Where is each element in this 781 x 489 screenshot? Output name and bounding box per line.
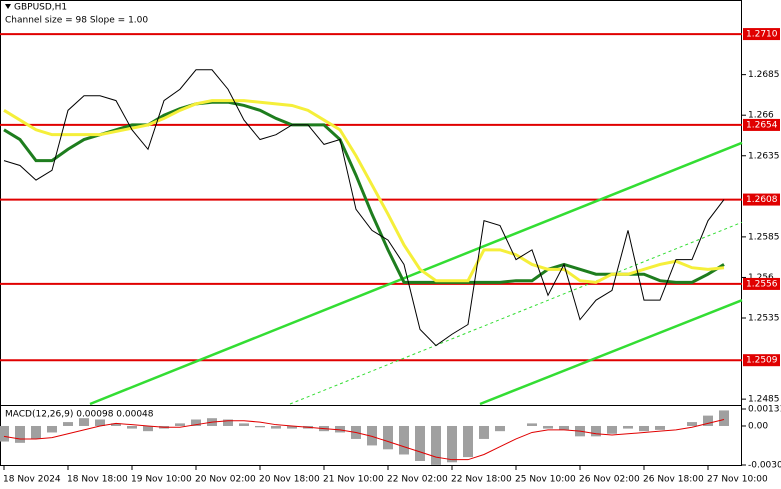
macd-bar (15, 425, 25, 443)
macd-bar (431, 425, 441, 465)
macd-bar (47, 425, 57, 433)
level-label-box (743, 28, 780, 41)
x-tick-label: 26 Nov 18:00 (643, 475, 704, 485)
x-tick-label: 22 Nov 18:00 (451, 475, 512, 485)
x-tick-label: 25 Nov 10:00 (515, 475, 576, 485)
macd-bar (479, 425, 489, 439)
macd-bar (287, 425, 297, 429)
trend-line (89, 141, 743, 406)
level-label-box (743, 118, 780, 131)
macd-signal (3, 419, 725, 461)
trend-line (289, 221, 743, 405)
macd-bar (175, 423, 185, 426)
x-tick-label: 21 Nov 10:00 (323, 475, 384, 485)
macd-bar (335, 425, 345, 433)
macd-bar (127, 425, 137, 429)
chart-title: GBPUSD,H1 (14, 3, 67, 13)
macd-bar (463, 425, 473, 458)
plot-frame (0, 0, 742, 466)
symbol-icon (5, 4, 11, 9)
x-tick-label: 20 Nov 18:00 (259, 475, 320, 485)
macd-bar (495, 425, 505, 432)
level-label-box (743, 193, 780, 206)
macd-bar (367, 425, 377, 446)
x-tick-label: 19 Nov 10:00 (131, 475, 192, 485)
level-label-box (743, 354, 780, 367)
moving-average (3, 99, 725, 284)
macd-bar (271, 425, 281, 429)
x-tick-label: 26 Nov 02:00 (579, 475, 640, 485)
macd-bar (543, 425, 553, 429)
chart-subtitle: Channel size = 98 Slope = 1.00 (5, 16, 148, 26)
x-tick-label: 18 Nov 2024 (3, 475, 61, 485)
macd-bar (111, 423, 121, 426)
macd-bar (415, 425, 425, 461)
macd-bar (447, 425, 457, 463)
macd-bar (719, 410, 729, 426)
macd-bar (703, 415, 713, 426)
macd-bar (31, 425, 41, 439)
macd-bar (63, 422, 73, 426)
trend-line (479, 298, 743, 406)
macd-bar (559, 425, 569, 430)
level-label: 1.2654 (746, 120, 778, 130)
macd-bar (223, 419, 233, 426)
y-tick-label: 1.2485 (748, 395, 780, 405)
macd-bar (95, 419, 105, 426)
macd-bar (399, 425, 409, 455)
x-tick-label: 22 Nov 02:00 (387, 475, 448, 485)
macd-bar (655, 425, 665, 430)
x-tick-label: 27 Nov 10:00 (707, 475, 768, 485)
macd-bar (623, 425, 633, 429)
y-tick-label: 0.00131 (748, 405, 781, 415)
level-label: 1.2608 (746, 195, 778, 205)
level-label: 1.2509 (746, 356, 778, 366)
macd-bar (687, 422, 697, 426)
macd-bar (239, 423, 249, 426)
macd-bar (255, 425, 265, 428)
y-tick-label: 1.2685 (748, 70, 780, 80)
x-tick-label: 18 Nov 18:00 (67, 475, 128, 485)
macd-bar (607, 425, 617, 434)
macd-bar (0, 425, 9, 442)
y-tick-label: 1.2585 (748, 232, 780, 242)
level-label: 1.2556 (746, 279, 778, 289)
y-tick-label: 1.266 (748, 111, 774, 121)
y-tick-label: 0.00 (748, 421, 768, 431)
moving-average (3, 100, 725, 284)
level-label: 1.2710 (746, 30, 778, 40)
macd-title: MACD(12,26,9) 0.00098 0.00048 (5, 410, 154, 420)
x-tick-label: 20 Nov 02:00 (195, 475, 256, 485)
level-label-box (743, 277, 780, 290)
macd-bar (191, 419, 201, 426)
macd-bar (79, 418, 89, 426)
macd-bar (591, 425, 601, 437)
macd-bar (143, 425, 153, 432)
macd-bar (383, 425, 393, 450)
y-tick-label: 1.2535 (748, 314, 780, 324)
y-tick-label: 1.2635 (748, 151, 780, 161)
macd-bar (639, 425, 649, 432)
y-tick-label: -0.00301 (748, 461, 781, 471)
price-line (3, 69, 725, 347)
macd-bar (527, 423, 537, 426)
